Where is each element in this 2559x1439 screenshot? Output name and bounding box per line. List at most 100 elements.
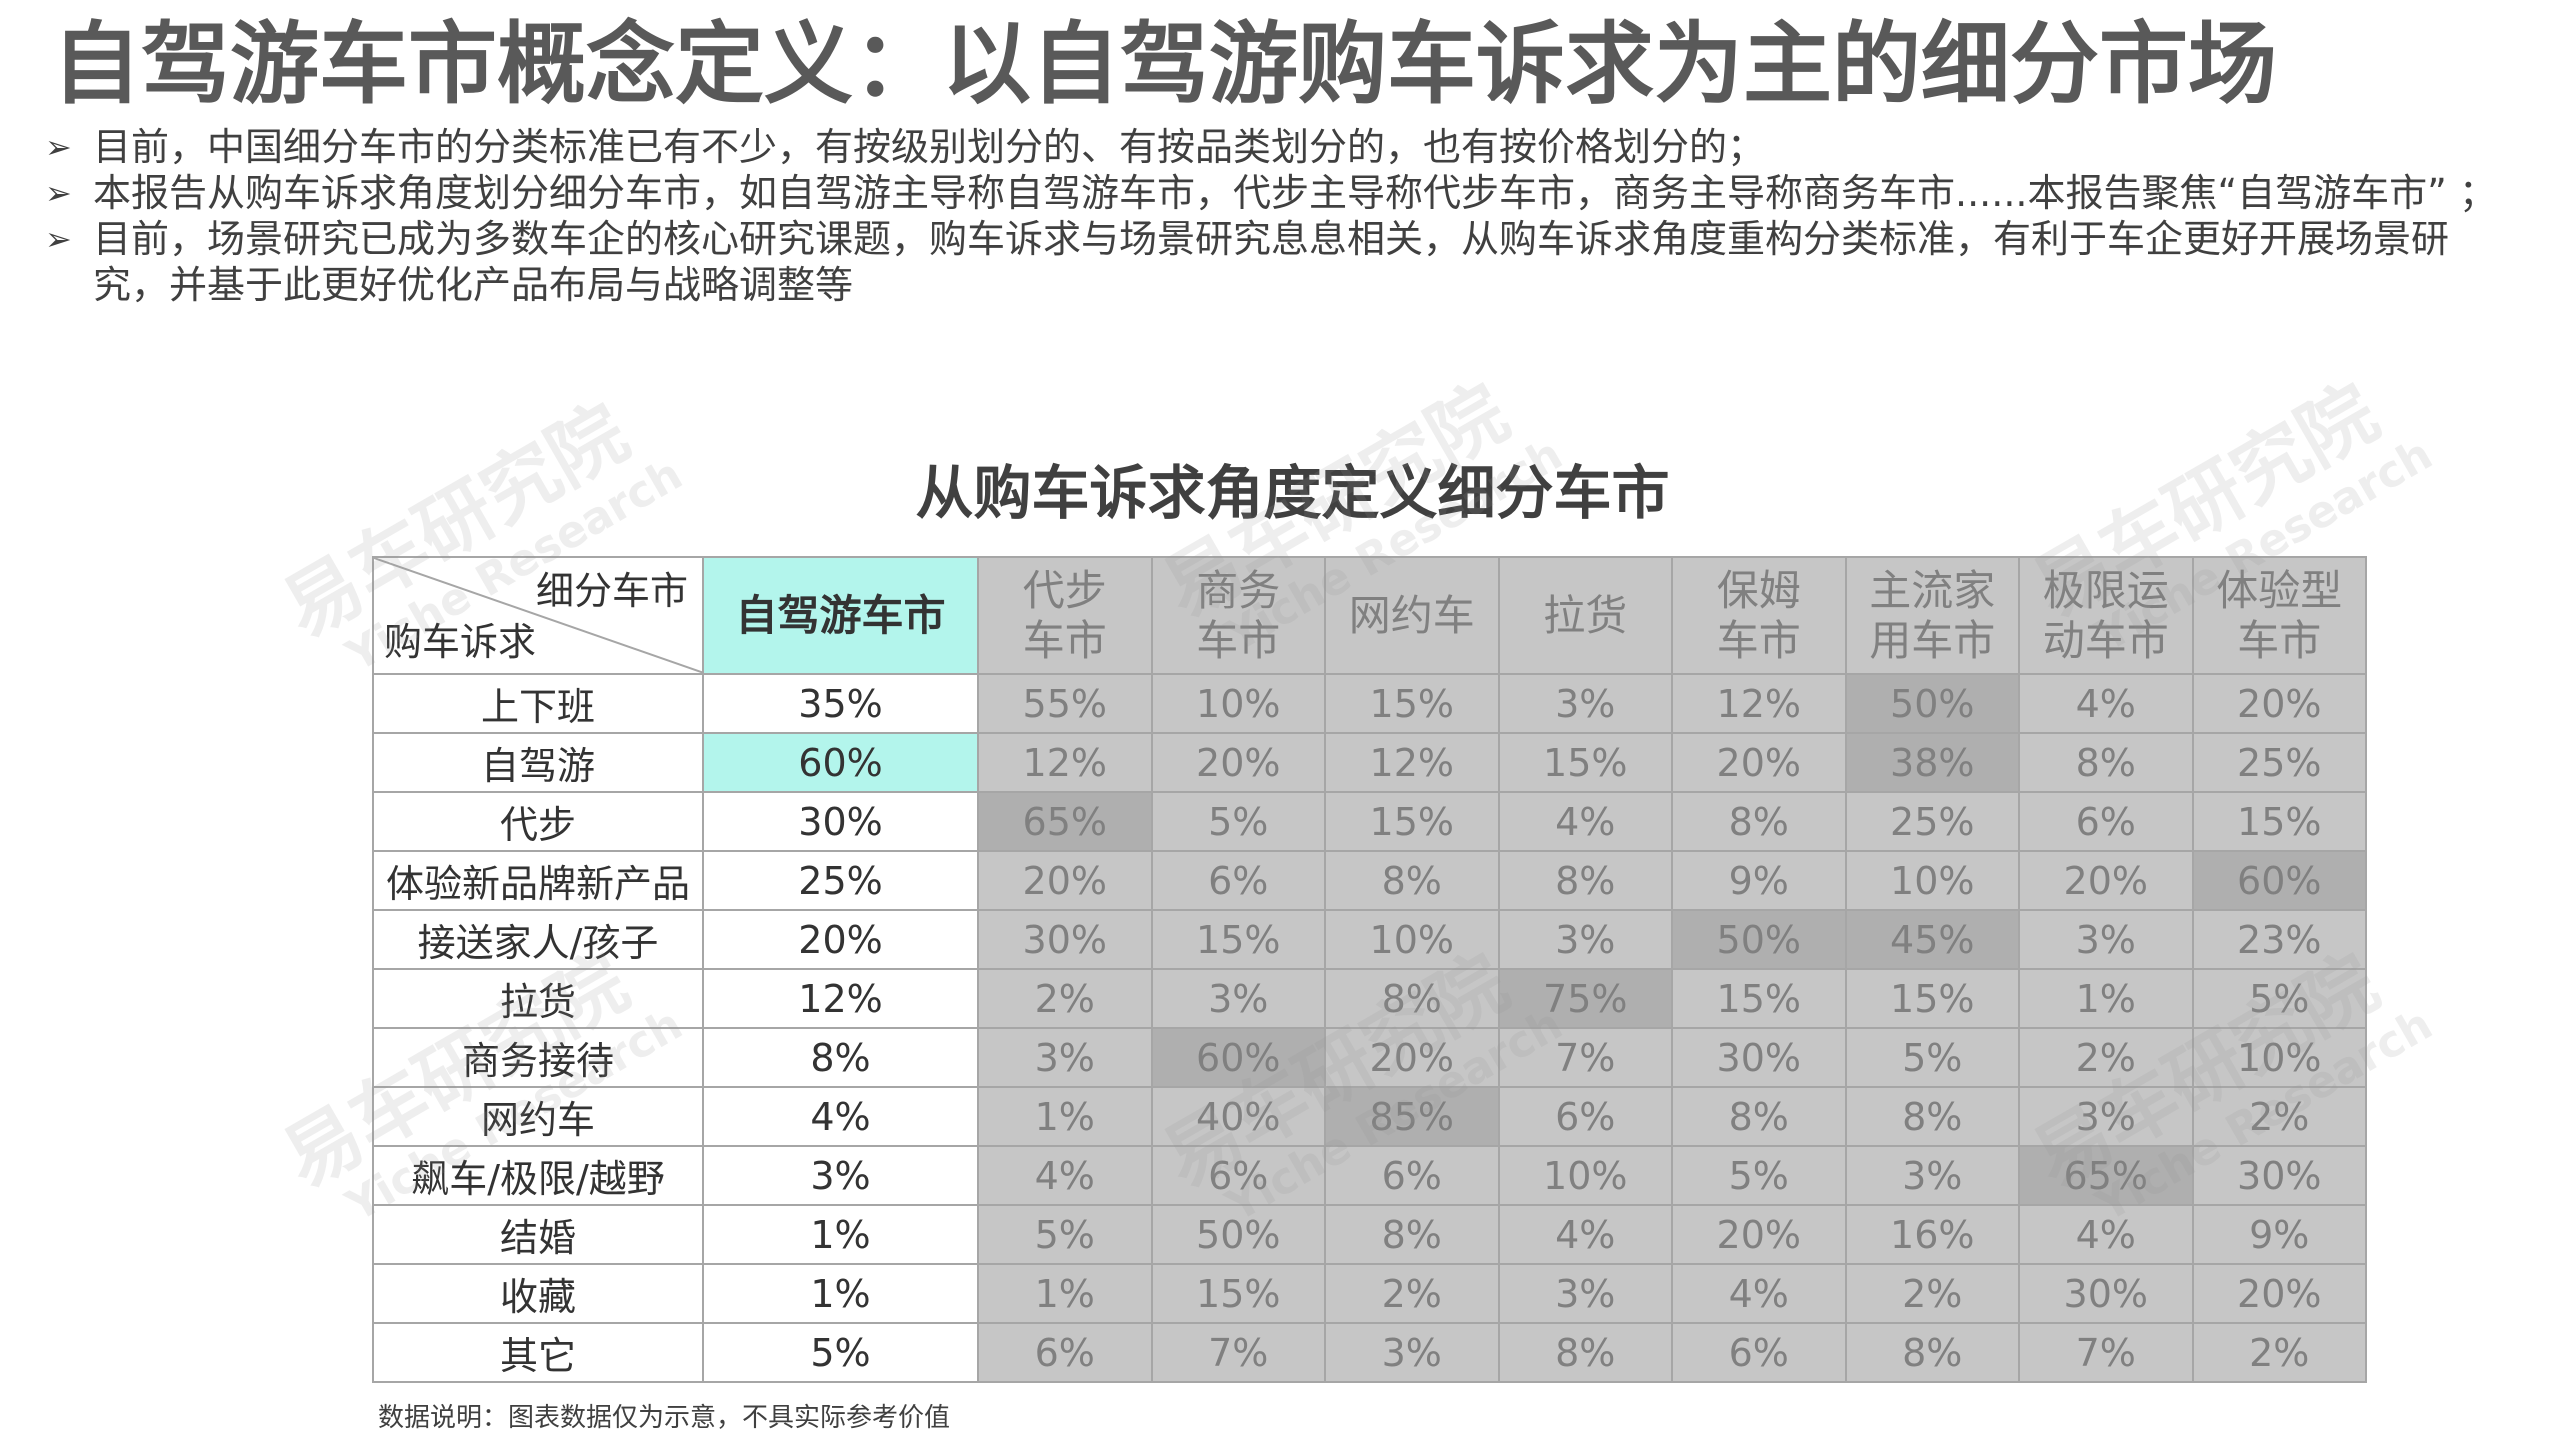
value-cell: 3% — [1844, 1145, 2020, 1206]
value-cell-highlight: 75% — [1497, 968, 1673, 1029]
value-cell: 3% — [1497, 1263, 1673, 1324]
column-header-line: 车市 — [1716, 615, 1801, 665]
column-header: 保姆 车市 — [1671, 556, 1847, 675]
value-cell: 15% — [1324, 673, 1500, 734]
table-row: 网约车 4% 1% 40% 85% 6% 8% 8% 3% 2% — [372, 1086, 2367, 1147]
value-cell: 9% — [2191, 1204, 2367, 1265]
value-cell: 8% — [1497, 850, 1673, 911]
value-cell: 4% — [702, 1086, 979, 1147]
value-cell-highlight: 50% — [1671, 909, 1847, 970]
column-header-line: 拉货 — [1543, 590, 1628, 640]
value-cell: 6% — [1324, 1145, 1500, 1206]
table-row: 飙车/极限/越野 3% 4% 6% 6% 10% 5% 3% 65% 30% — [372, 1145, 2367, 1206]
row-label: 飙车/极限/越野 — [372, 1145, 704, 1206]
value-cell: 1% — [977, 1263, 1153, 1324]
column-header: 极限运 动车市 — [2018, 556, 2194, 675]
value-cell: 5% — [1150, 791, 1326, 852]
value-cell: 5% — [2191, 968, 2367, 1029]
column-header: 自驾游车市 — [702, 556, 979, 675]
value-cell: 7% — [2018, 1322, 2194, 1383]
table-row: 体验新品牌新产品 25% 20% 6% 8% 8% 9% 10% 20% 60% — [372, 850, 2367, 911]
value-cell: 20% — [1671, 732, 1847, 793]
value-cell: 12% — [977, 732, 1153, 793]
value-cell: 15% — [1150, 1263, 1326, 1324]
column-header-line: 车市 — [1022, 615, 1107, 665]
data-note: 数据说明：图表数据仅为示意，不具实际参考价值 — [378, 1403, 951, 1433]
value-cell: 12% — [1671, 673, 1847, 734]
table-row: 自驾游 60% 12% 20% 12% 15% 20% 38% 8% 25% — [372, 732, 2367, 793]
value-cell: 4% — [2018, 1204, 2194, 1265]
table-row: 商务接待 8% 3% 60% 20% 7% 30% 5% 2% 10% — [372, 1027, 2367, 1088]
column-header: 商务 车市 — [1150, 556, 1326, 675]
value-cell: 20% — [702, 909, 979, 970]
column-header: 体验型 车市 — [2191, 556, 2367, 675]
value-cell: 20% — [2018, 850, 2194, 911]
value-cell: 50% — [1150, 1204, 1326, 1265]
value-cell-highlight: 60% — [1150, 1027, 1326, 1088]
value-cell: 35% — [702, 673, 979, 734]
value-cell: 2% — [1844, 1263, 2020, 1324]
value-cell: 8% — [1671, 1086, 1847, 1147]
value-cell: 6% — [1150, 1145, 1326, 1206]
bullet-text: 本报告从购车诉求角度划分细分车市，如自驾游主导称自驾游车市，代步主导称代步车市，… — [93, 171, 2497, 215]
value-cell: 8% — [1671, 791, 1847, 852]
value-cell: 4% — [1671, 1263, 1847, 1324]
value-cell: 20% — [1324, 1027, 1500, 1088]
value-cell: 1% — [702, 1263, 979, 1324]
value-cell: 40% — [1150, 1086, 1326, 1147]
value-cell-highlight: 60% — [702, 732, 979, 793]
value-cell: 15% — [1324, 791, 1500, 852]
table-title: 从购车诉求角度定义细分车市 — [915, 459, 1670, 527]
value-cell: 3% — [1497, 673, 1673, 734]
value-cell: 20% — [977, 850, 1153, 911]
value-cell: 25% — [1844, 791, 2020, 852]
segment-demand-table: 细分车市 购车诉求 自驾游车市 代步 车市 商务 车市 网约车 拉货 保姆 车市 主流家 用车市 极限… — [372, 556, 2367, 1383]
value-cell: 6% — [1497, 1086, 1673, 1147]
value-cell: 3% — [1324, 1322, 1500, 1383]
value-cell: 8% — [1497, 1322, 1673, 1383]
value-cell: 6% — [1671, 1322, 1847, 1383]
row-label: 体验新品牌新产品 — [372, 850, 704, 911]
value-cell: 6% — [1150, 850, 1326, 911]
column-header-line: 用车市 — [1869, 615, 1996, 665]
column-header: 网约车 — [1324, 556, 1500, 675]
value-cell-highlight: 85% — [1324, 1086, 1500, 1147]
bullet-item: ➢ 目前，场景研究已成为多数车企的核心研究课题，购车诉求与场景研究息息相关，从购… — [45, 216, 2515, 308]
diagonal-divider — [375, 559, 701, 672]
value-cell-highlight: 65% — [977, 791, 1153, 852]
value-cell: 3% — [2018, 1086, 2194, 1147]
value-cell: 8% — [1324, 1204, 1500, 1265]
value-cell: 30% — [702, 791, 979, 852]
value-cell: 2% — [2191, 1322, 2367, 1383]
value-cell: 15% — [1497, 732, 1673, 793]
column-header-line: 保姆 — [1716, 565, 1801, 615]
value-cell: 2% — [1324, 1263, 1500, 1324]
column-header: 代步 车市 — [977, 556, 1153, 675]
value-cell: 12% — [702, 968, 979, 1029]
table-row: 结婚 1% 5% 50% 8% 4% 20% 16% 4% 9% — [372, 1204, 2367, 1265]
value-cell: 3% — [2018, 909, 2194, 970]
value-cell: 15% — [1150, 909, 1326, 970]
column-header-line: 自驾游车市 — [735, 590, 946, 640]
value-cell: 1% — [977, 1086, 1153, 1147]
value-cell: 6% — [2018, 791, 2194, 852]
value-cell-highlight: 50% — [1844, 673, 2020, 734]
value-cell: 30% — [1671, 1027, 1847, 1088]
row-label: 拉货 — [372, 968, 704, 1029]
value-cell-highlight: 38% — [1844, 732, 2020, 793]
table-row: 其它 5% 6% 7% 3% 8% 6% 8% 7% 2% — [372, 1322, 2367, 1383]
value-cell: 3% — [1150, 968, 1326, 1029]
value-cell: 3% — [1497, 909, 1673, 970]
value-cell: 16% — [1844, 1204, 2020, 1265]
value-cell: 8% — [702, 1027, 979, 1088]
value-cell: 20% — [1150, 732, 1326, 793]
bullet-text: 目前，场景研究已成为多数车企的核心研究课题，购车诉求与场景研究息息相关，从购车诉… — [93, 217, 2450, 307]
corner-header-cell: 细分车市 购车诉求 — [372, 556, 704, 675]
value-cell: 10% — [1844, 850, 2020, 911]
value-cell: 10% — [1497, 1145, 1673, 1206]
column-header-line: 体验型 — [2216, 565, 2343, 615]
value-cell: 30% — [2018, 1263, 2194, 1324]
row-label: 代步 — [372, 791, 704, 852]
row-label: 自驾游 — [372, 732, 704, 793]
value-cell: 5% — [1671, 1145, 1847, 1206]
